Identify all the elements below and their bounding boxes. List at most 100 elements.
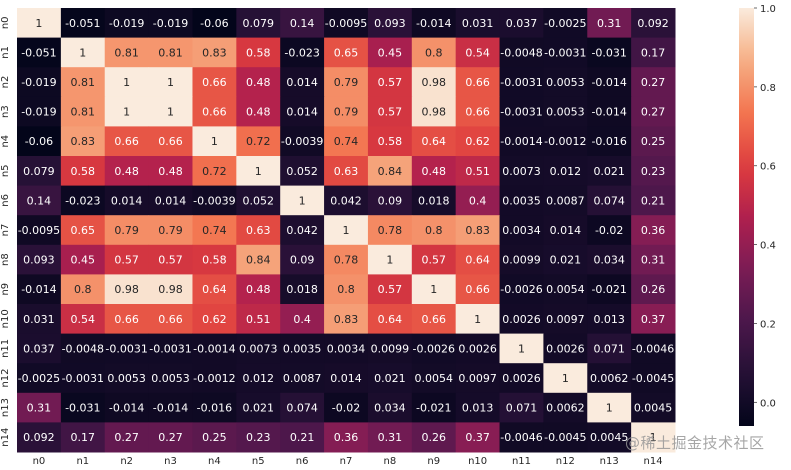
- cell-value-label: 0.0062: [590, 372, 629, 385]
- y-axis-tick-labels: n0 n1 n2 n3 n4 n5 n6 n7 n8 n9 n10 n11 n12 n13 n14: [0, 16, 11, 446]
- cell-value-label: 0.0026: [546, 342, 585, 355]
- cell-value-label: 0.0097: [458, 372, 497, 385]
- cell-value-label: 0.034: [593, 254, 625, 267]
- cell-value-label: 0.27: [158, 431, 183, 444]
- heatmap-cell-n11-n4: [192, 333, 237, 364]
- heatmap-cell-n7-n8: [367, 215, 413, 246]
- heatmap-cell-n9-n6: [280, 274, 325, 305]
- cell-value-label: 0.63: [334, 165, 359, 178]
- heatmap-cell-n11-n2: [104, 333, 150, 364]
- heatmap-cell-n7-n13: [587, 215, 632, 246]
- heatmap-cell-n11-n7: [324, 333, 369, 364]
- x-tick-label: n4: [208, 456, 221, 467]
- cell-value-label: 0.14: [27, 194, 52, 207]
- cell-value-label: 0.58: [378, 135, 403, 148]
- heatmap-cells: [17, 8, 676, 453]
- heatmap-cell-n1-n1: [60, 37, 106, 68]
- cell-value-label: 0.48: [246, 76, 271, 89]
- cell-value-label: 0.78: [334, 254, 359, 267]
- cell-value-label: -0.014: [591, 106, 626, 119]
- y-tick-label: n0: [0, 16, 11, 29]
- cell-value-label: 0.092: [23, 431, 55, 444]
- heatmap-cell-n10-n11: [499, 304, 544, 335]
- cell-value-label: 0.31: [27, 402, 52, 415]
- cell-value-label: 1: [430, 283, 437, 296]
- heatmap-cell-n5-n6: [280, 156, 325, 187]
- cell-value-label: 0.014: [111, 194, 143, 207]
- heatmap-cell-n13-n6: [280, 392, 325, 423]
- heatmap-cell-n5-n13: [587, 156, 632, 187]
- cell-value-label: 0.0034: [502, 224, 541, 237]
- heatmap-cell-n13-n1: [60, 392, 106, 423]
- heatmap-cell-n12-n13: [587, 363, 632, 394]
- cell-value-label: 0.014: [550, 224, 582, 237]
- heatmap-cell-n10-n2: [104, 304, 150, 335]
- cell-value-label: 0.8: [74, 283, 92, 296]
- heatmap-cell-n14-n8: [367, 422, 413, 453]
- cell-value-label: 0.0035: [283, 342, 322, 355]
- cell-value-label: 0.83: [202, 46, 227, 59]
- heatmap-cell-n12-n2: [104, 363, 150, 394]
- heatmap-cell-n0-n2: [104, 8, 150, 39]
- cell-value-label: 0.83: [465, 224, 490, 237]
- cell-value-label: 0.25: [202, 431, 227, 444]
- cell-value-label: 0.36: [641, 224, 666, 237]
- cell-value-label: -0.0014: [193, 342, 235, 355]
- cell-value-label: -0.0031: [500, 106, 542, 119]
- cell-value-label: 0.83: [334, 313, 359, 326]
- x-tick-label: n0: [33, 456, 46, 467]
- heatmap-cell-n13-n8: [367, 392, 413, 423]
- heatmap-cell-n9-n9: [411, 274, 457, 305]
- cell-value-label: -0.023: [65, 194, 100, 207]
- heatmap-cell-n0-n3: [148, 8, 193, 39]
- heatmap-cell-n12-n1: [60, 363, 106, 394]
- heatmap-cell-n5-n2: [104, 156, 150, 187]
- cell-value-label: 1: [167, 76, 174, 89]
- cell-value-label: 1: [123, 106, 130, 119]
- cell-value-label: 0.66: [202, 76, 227, 89]
- cell-value-label: 0.014: [286, 76, 318, 89]
- cell-value-label: 0.093: [374, 17, 406, 30]
- cell-value-label: -0.0026: [500, 283, 542, 296]
- cell-value-label: -0.021: [416, 402, 451, 415]
- x-tick-label: n11: [512, 456, 531, 467]
- cell-value-label: 0.45: [378, 46, 403, 59]
- heatmap-cell-n13-n11: [499, 392, 544, 423]
- cell-value-label: 0.037: [23, 342, 55, 355]
- heatmap-cell-n5-n8: [367, 156, 413, 187]
- cell-value-label: 0.092: [637, 17, 669, 30]
- heatmap-cell-n7-n10: [455, 215, 501, 246]
- heatmap-cell-n6-n10: [455, 185, 501, 216]
- y-tick-label: n7: [0, 224, 11, 237]
- heatmap-cell-n12-n7: [324, 363, 369, 394]
- cell-value-label: -0.0095: [325, 17, 367, 30]
- cell-value-label: 0.4: [293, 313, 311, 326]
- y-tick-label: n4: [0, 135, 11, 148]
- heatmap-cell-n9-n12: [543, 274, 588, 305]
- heatmap-cell-n4-n10: [455, 126, 501, 157]
- colorbar-tick-label: 1.0: [760, 4, 776, 15]
- heatmap-cell-n7-n4: [192, 215, 237, 246]
- x-tick-label: n5: [252, 456, 265, 467]
- heatmap-cell-n14-n7: [324, 422, 369, 453]
- cell-value-label: 0.31: [378, 431, 403, 444]
- heatmap-cell-n5-n7: [324, 156, 369, 187]
- cell-value-label: 1: [650, 431, 657, 444]
- heatmap-cell-n9-n13: [587, 274, 632, 305]
- cell-value-label: 0.014: [286, 106, 318, 119]
- cell-value-label: -0.0039: [193, 194, 235, 207]
- cell-value-label: 0.25: [641, 135, 666, 148]
- cell-value-label: 0.021: [550, 254, 582, 267]
- cell-value-label: 1: [474, 313, 481, 326]
- cell-value-label: 0.014: [155, 194, 187, 207]
- cell-value-label: 0.48: [246, 106, 271, 119]
- cell-value-label: 0.021: [593, 165, 625, 178]
- heatmap-cell-n14-n12: [543, 422, 588, 453]
- heatmap-cell-n13-n3: [148, 392, 193, 423]
- heatmap-cell-n7-n5: [236, 215, 281, 246]
- heatmap-cell-n2-n5: [236, 67, 281, 98]
- cell-value-label: 0.57: [378, 106, 403, 119]
- cell-value-label: 0.27: [641, 76, 666, 89]
- heatmap-cell-n1-n2: [104, 37, 150, 68]
- heatmap-cell-n2-n4: [192, 67, 237, 98]
